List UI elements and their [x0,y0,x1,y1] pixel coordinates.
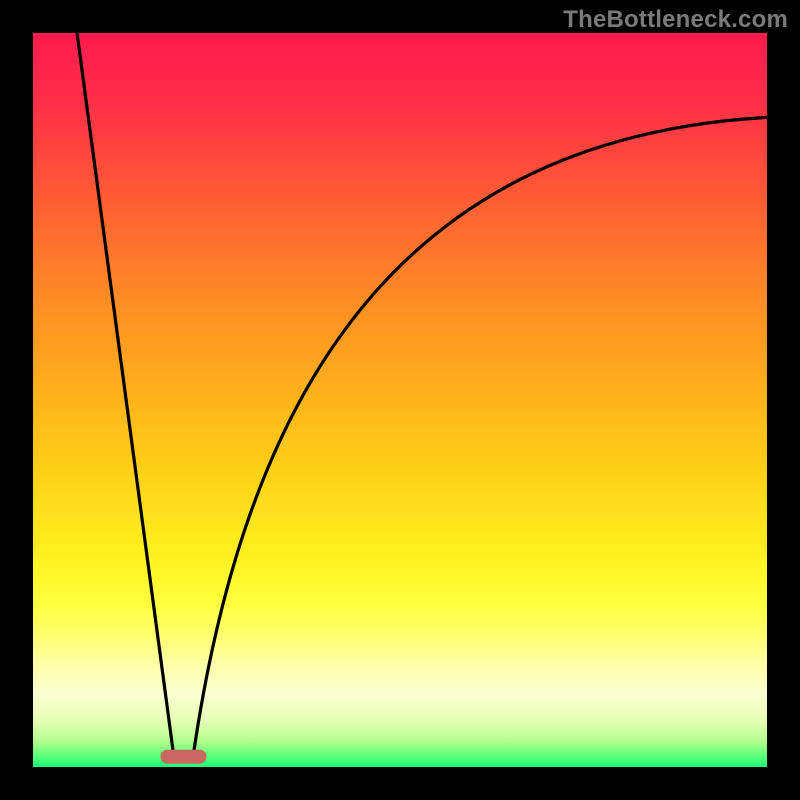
chart-plot-area [33,33,767,767]
watermark-text: TheBottleneck.com [563,6,788,34]
chart-container: TheBottleneck.com [0,0,800,800]
bottleneck-marker [160,750,206,764]
bottleneck-chart-svg [0,0,800,800]
